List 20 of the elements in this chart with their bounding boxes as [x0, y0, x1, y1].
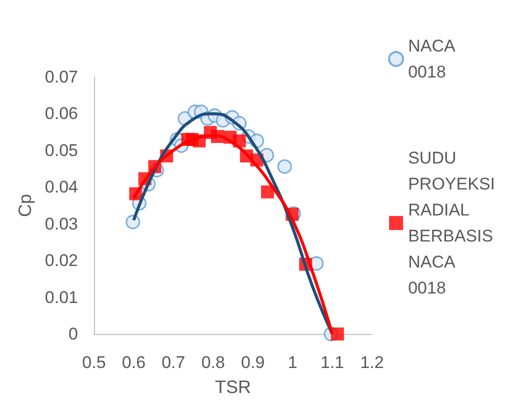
y-tick-label: 0.06 — [44, 104, 78, 124]
x-tick-label: 1.2 — [360, 353, 384, 372]
legend-label: NACA 0018 — [408, 36, 456, 82]
x-tick-label: 0.7 — [162, 353, 186, 372]
y-tick-label: 0.05 — [44, 140, 78, 160]
y-axis-title: Cp — [15, 194, 35, 218]
y-tick-label: 0.02 — [44, 251, 78, 270]
y-tick-label: 0.07 — [44, 68, 78, 86]
y-tick-label: 0 — [68, 324, 78, 344]
y-tick-label: 0.04 — [44, 178, 78, 197]
x-tick-label: 1 — [288, 353, 298, 372]
x-axis-title: TSR — [214, 377, 251, 397]
x-tick-label: 0.6 — [122, 353, 146, 372]
y-tick-label: 0.03 — [44, 214, 78, 234]
legend-label: SUDU PROYEKSI RADIAL BERBASIS NACA 0018 — [408, 148, 496, 298]
y-tick-label: 0.01 — [44, 288, 78, 307]
x-tick-label: 1.1 — [320, 353, 344, 372]
x-tick-label: 0.5 — [82, 353, 106, 372]
x-tick-label: 0.8 — [201, 353, 225, 372]
x-tick-label: 0.9 — [241, 353, 265, 372]
